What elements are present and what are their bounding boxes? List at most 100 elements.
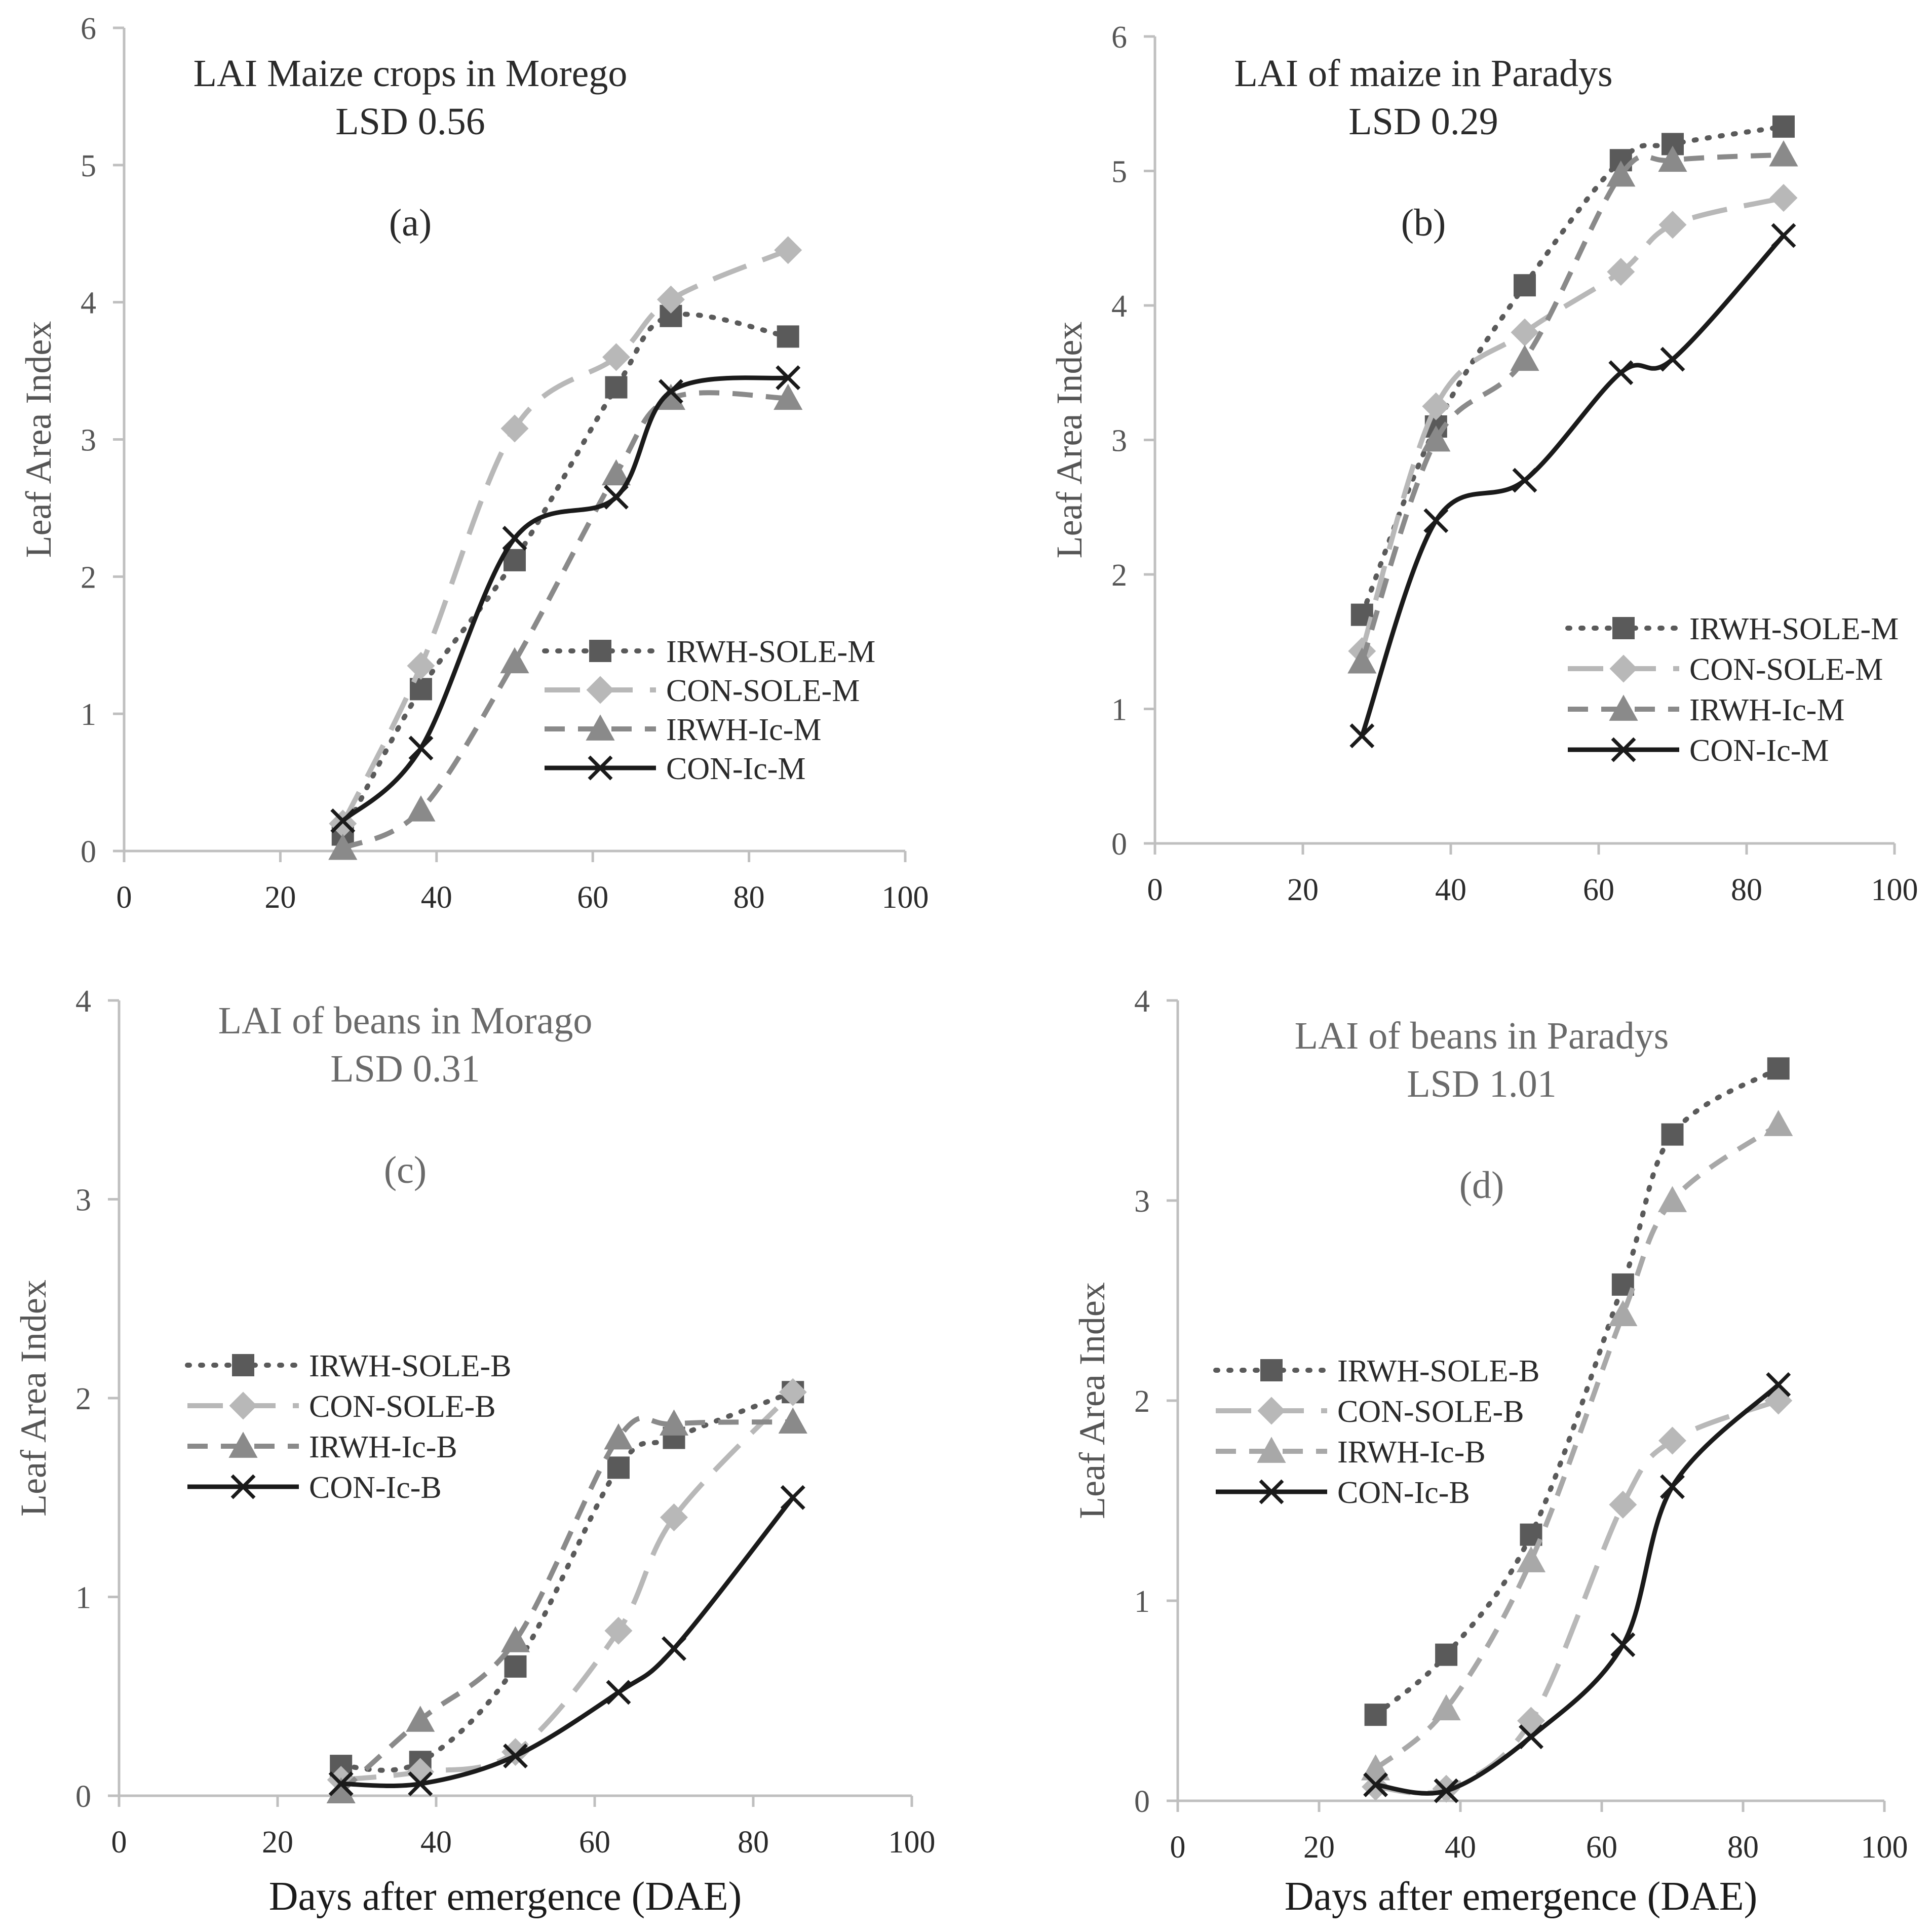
x-tick-label: 60 [1583,873,1614,907]
legend-label: IRWH-SOLE-M [666,635,875,669]
x-tick-label: 60 [577,880,608,915]
data-point [408,1771,433,1796]
data-point [1519,1724,1543,1750]
y-tick-label: 2 [75,1382,91,1416]
y-tick-label: 2 [1111,558,1127,593]
legend-label: IRWH-Ic-B [309,1430,457,1464]
data-point [1771,223,1796,248]
data-point [1347,647,1377,674]
data-point [1606,160,1636,187]
data-point [1516,1546,1546,1572]
legend-entry: IRWH-SOLE-B [185,1349,512,1383]
chart-subtitle: LSD 0.29 [1348,100,1498,143]
data-point [1657,1186,1687,1212]
legend-marker [229,1392,257,1420]
data-point [330,808,356,833]
legend-marker [232,1354,254,1376]
legend-entry: IRWH-Ic-M [545,713,821,747]
series-IRWH-Ic-B [1361,1110,1793,1781]
x-tick-label: 0 [117,880,132,915]
x-tick-label: 0 [1170,1830,1186,1865]
data-point [504,1655,527,1678]
legend-entry: IRWH-Ic-B [187,1430,457,1464]
legend-marker [1259,1479,1284,1504]
data-point [1772,115,1795,138]
chart-title: LAI of beans in Paradys [1295,1015,1669,1057]
legend-label: IRWH-SOLE-M [1689,612,1899,646]
data-point [1769,184,1798,212]
legend-label: CON-Ic-M [1689,733,1829,768]
y-tick-label: 5 [81,149,96,183]
y-tick-label: 0 [81,835,96,869]
data-point [1660,346,1685,372]
legend-entry: CON-Ic-M [1568,733,1829,768]
data-point [603,484,629,510]
data-point [1421,425,1451,452]
data-point [774,383,803,410]
panel-label: (b) [1401,202,1446,244]
legend-label: IRWH-SOLE-B [1337,1354,1540,1388]
legend-marker [1609,654,1638,683]
series-IRWH-SOLE-B [1364,1057,1790,1726]
y-tick-label: 4 [81,286,96,321]
data-point [1764,1110,1793,1136]
data-point [1658,211,1687,239]
data-point [605,376,628,399]
legend-marker [588,755,613,781]
data-point [1660,1474,1685,1499]
legend-label: CON-SOLE-B [309,1389,496,1424]
data-point [500,647,529,674]
data-point [500,414,529,443]
legend-marker [1257,1397,1286,1425]
data-point [408,736,434,761]
series-CON-Ic-B [328,1485,805,1796]
legend-entry: CON-Ic-B [1216,1476,1470,1510]
legend-label: CON-Ic-B [309,1471,442,1505]
data-point [662,1636,686,1661]
data-point [502,526,527,551]
x-tick-label: 60 [579,1825,610,1860]
chart-title: LAI of maize in Paradys [1234,52,1612,95]
legend-entry: IRWH-Ic-M [1568,693,1844,727]
x-tick-label: 100 [882,880,929,915]
legend-label: CON-SOLE-M [666,674,860,708]
legend-label: CON-SOLE-M [1689,652,1883,687]
y-tick-label: 6 [1111,20,1127,55]
data-point [656,383,685,410]
series-line [1360,152,1784,663]
legend-label: IRWH-Ic-M [666,713,821,747]
x-tick-label: 100 [888,1825,936,1860]
chart-subtitle: LSD 1.01 [1407,1063,1557,1105]
legend-entry: CON-Ic-B [187,1471,442,1505]
legend-marker [586,714,615,741]
series-IRWH-Ic-B [326,1407,807,1804]
legend-entry: CON-SOLE-M [1568,652,1883,687]
data-point [656,285,685,314]
x-tick-label: 80 [1727,1830,1759,1865]
y-tick-label: 3 [1134,1184,1150,1219]
x-tick-label: 40 [420,1825,452,1860]
x-tick-label: 20 [1303,1830,1335,1865]
y-tick-label: 2 [1134,1384,1150,1419]
series-line [1360,195,1785,652]
x-tick-label: 80 [738,1825,769,1860]
y-axis-label: Leaf Area Index [13,1280,54,1517]
series-IRWH-SOLE-M [1350,115,1795,626]
data-point [1514,274,1536,297]
data-point [1511,318,1539,346]
y-tick-label: 0 [75,1780,91,1814]
y-tick-label: 3 [75,1183,91,1218]
y-tick-label: 5 [1111,155,1127,189]
x-tick-label: 0 [111,1825,127,1860]
legend-marker [1257,1437,1286,1463]
y-axis-label: Leaf Area Index [18,321,59,558]
y-tick-label: 1 [1134,1585,1150,1619]
data-point [779,1378,807,1406]
data-point [1435,1643,1458,1666]
data-point [1432,1694,1461,1721]
data-point [604,1616,633,1645]
legend-entry: IRWH-Ic-B [1216,1435,1486,1470]
y-tick-label: 3 [1111,424,1127,458]
